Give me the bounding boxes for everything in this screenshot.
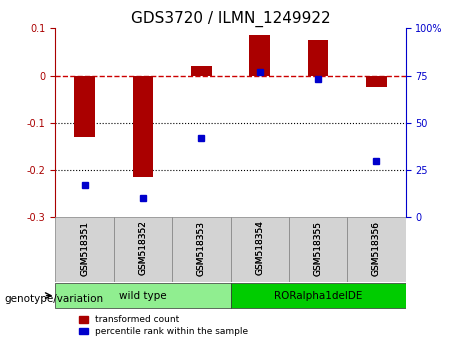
Text: GSM518352: GSM518352	[138, 221, 148, 275]
FancyBboxPatch shape	[230, 284, 406, 308]
Text: GSM518355: GSM518355	[313, 221, 323, 275]
FancyBboxPatch shape	[230, 217, 289, 282]
FancyBboxPatch shape	[172, 217, 230, 282]
Text: RORalpha1delDE: RORalpha1delDE	[274, 291, 362, 301]
Text: GSM518354: GSM518354	[255, 221, 264, 275]
Text: GSM518354: GSM518354	[255, 221, 264, 275]
Text: genotype/variation: genotype/variation	[5, 294, 104, 304]
Text: GSM518352: GSM518352	[138, 221, 148, 275]
Bar	[308, 40, 328, 75]
Title: GDS3720 / ILMN_1249922: GDS3720 / ILMN_1249922	[130, 11, 331, 27]
Text: GSM518351: GSM518351	[80, 221, 89, 275]
Bar	[133, 75, 153, 177]
Text: GSM518355: GSM518355	[313, 221, 323, 275]
Legend: transformed count, percentile rank within the sample: transformed count, percentile rank withi…	[77, 314, 250, 338]
Text: GSM518353: GSM518353	[197, 221, 206, 275]
Text: GSM518356: GSM518356	[372, 221, 381, 275]
Text: GSM518353: GSM518353	[197, 221, 206, 275]
Bar	[191, 66, 212, 75]
Bar	[366, 75, 387, 87]
FancyBboxPatch shape	[289, 217, 347, 282]
FancyBboxPatch shape	[55, 217, 114, 282]
Bar	[249, 35, 270, 75]
Text: wild type: wild type	[119, 291, 167, 301]
Text: GSM518356: GSM518356	[372, 221, 381, 275]
Text: GSM518351: GSM518351	[80, 221, 89, 275]
FancyBboxPatch shape	[347, 217, 406, 282]
FancyBboxPatch shape	[55, 284, 230, 308]
Bar	[74, 75, 95, 137]
FancyBboxPatch shape	[114, 217, 172, 282]
